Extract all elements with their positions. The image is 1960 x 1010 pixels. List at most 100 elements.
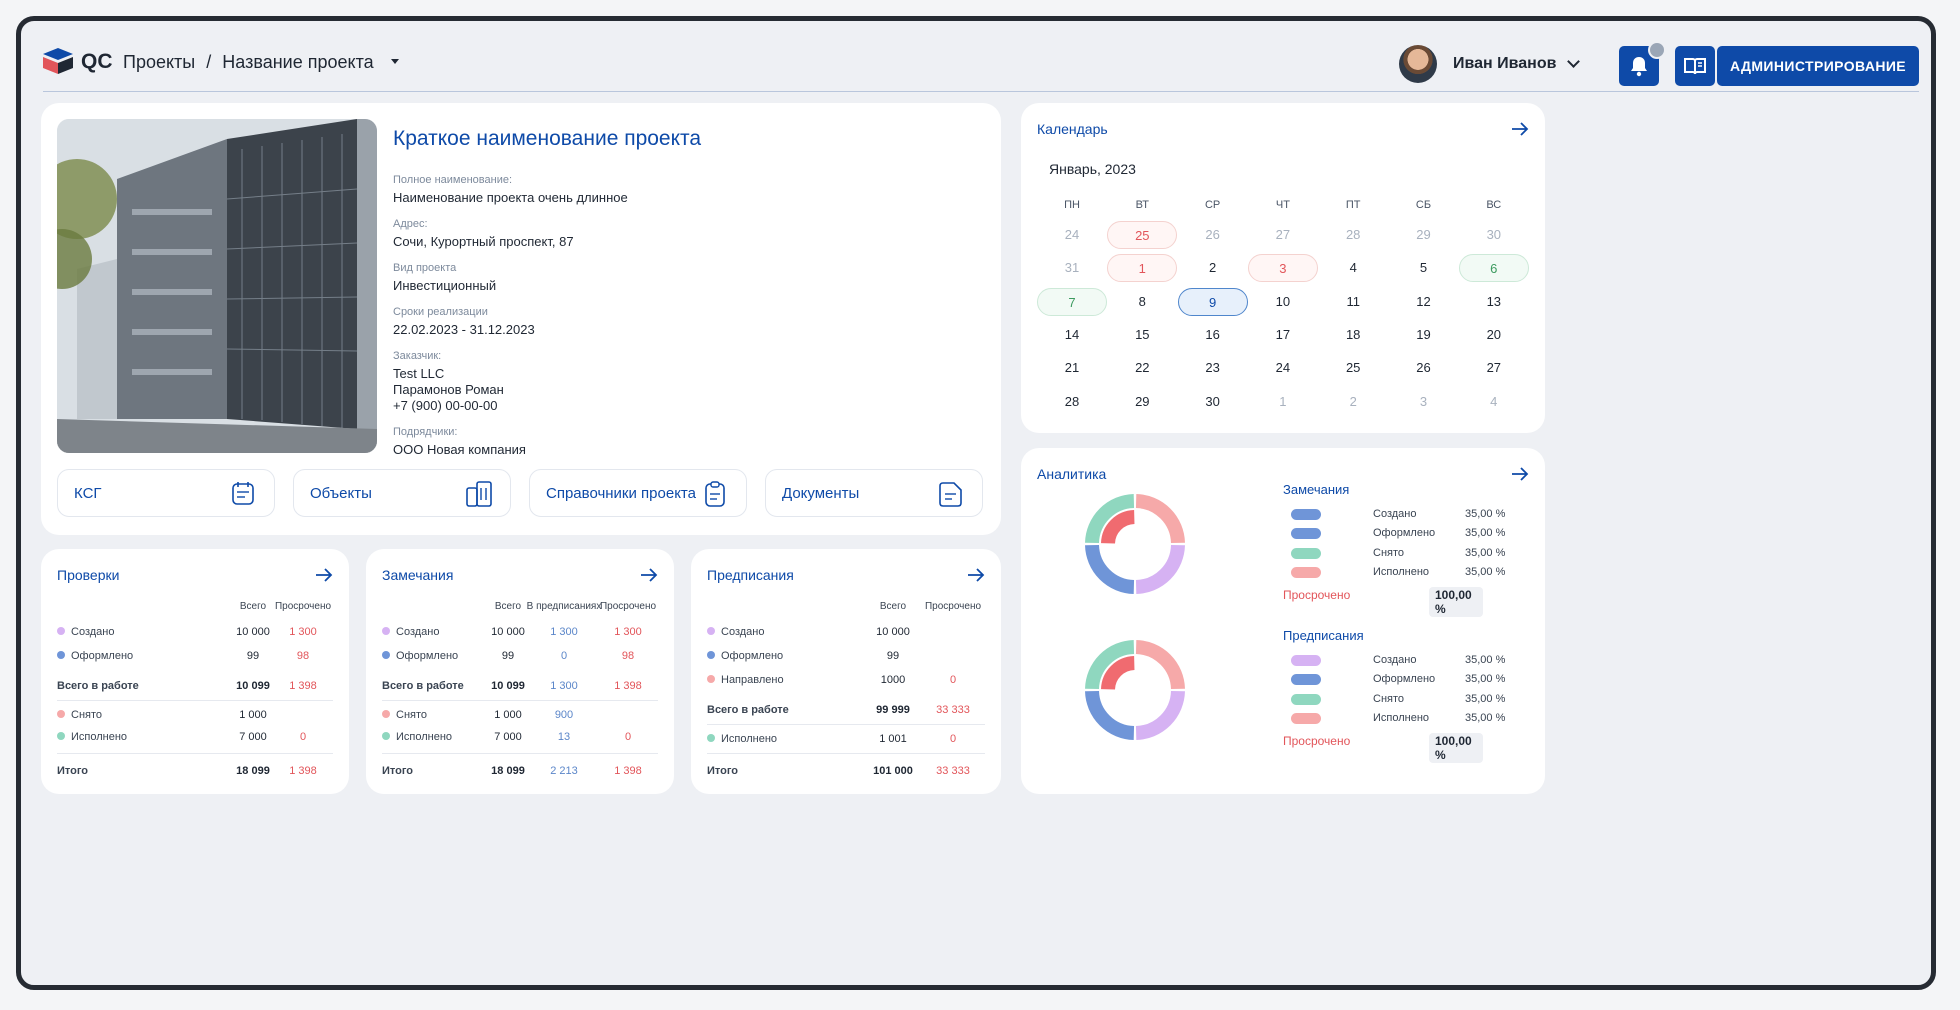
- column-header: Просрочено: [274, 601, 332, 612]
- arrow-right-icon[interactable]: [1511, 121, 1529, 137]
- legend-name: Оформлено: [1373, 673, 1436, 686]
- checks-title[interactable]: Проверки: [57, 567, 120, 583]
- calendar-title[interactable]: Календарь: [1037, 121, 1108, 137]
- calendar-day[interactable]: 20: [1486, 326, 1502, 342]
- tile-ksg[interactable]: КСГ: [57, 469, 275, 517]
- calendar-day[interactable]: 17: [1275, 326, 1291, 342]
- status-dot: [382, 627, 390, 635]
- row-label: Итого: [57, 765, 89, 777]
- chevron-down-icon: [1567, 55, 1580, 68]
- book-icon: [1684, 58, 1706, 75]
- calendar-day[interactable]: 24: [1064, 227, 1080, 242]
- calendar-day[interactable]: 10: [1275, 293, 1291, 309]
- row-label: Всего в работе: [57, 680, 139, 692]
- analytics-legend: Предписания Создано 35,00 % Оформлено 35,00 …: [1283, 628, 1505, 763]
- calendar-day[interactable]: 2: [1208, 260, 1217, 276]
- calendar-day[interactable]: 16: [1205, 326, 1220, 342]
- field-value-customer-phone: +7 (900) 00-00-00: [393, 398, 498, 413]
- field-label-type: Вид проекта: [393, 262, 457, 274]
- status-dot: [57, 651, 65, 659]
- legend-row: Создано 35,00 %: [1291, 508, 1505, 522]
- calendar-day[interactable]: 25: [1345, 360, 1361, 376]
- calendar-day[interactable]: 27: [1486, 360, 1502, 376]
- calendar-day[interactable]: 5: [1419, 260, 1428, 276]
- donut-segment: [1135, 544, 1185, 594]
- calendar-day[interactable]: 3: [1419, 393, 1428, 409]
- calendar-day[interactable]: 29: [1135, 393, 1150, 409]
- row-value: 7 000: [494, 731, 522, 743]
- calendar-day[interactable]: 13: [1486, 293, 1502, 309]
- calendar-day[interactable]: 24: [1275, 360, 1291, 376]
- calendar-day[interactable]: 12: [1416, 293, 1431, 309]
- overdue-value: 100,00 %: [1429, 587, 1483, 617]
- calendar-day[interactable]: 27: [1275, 227, 1291, 242]
- calendar-day[interactable]: 4: [1349, 260, 1357, 276]
- row-value: 0: [299, 731, 307, 743]
- status-dot: [707, 675, 715, 683]
- project-dropdown-icon[interactable]: [390, 58, 399, 64]
- calendar-day[interactable]: 11: [1346, 293, 1360, 309]
- row-value: 33 333: [936, 704, 970, 716]
- user-menu[interactable]: Иван Иванов: [1399, 45, 1589, 85]
- orders-title[interactable]: Предписания: [707, 567, 794, 583]
- analytics-title[interactable]: Аналитика: [1037, 466, 1107, 482]
- breadcrumb-project-name[interactable]: Название проекта: [222, 52, 374, 72]
- calendar-day[interactable]: 28: [1064, 393, 1080, 409]
- row-value: 101 000: [873, 765, 913, 777]
- calendar-day[interactable]: 1: [1107, 254, 1178, 283]
- tile-documents[interactable]: Документы: [765, 469, 983, 517]
- calendar-day[interactable]: 18: [1345, 326, 1361, 342]
- tile-references[interactable]: Справочники проекта: [529, 469, 747, 517]
- calendar-day[interactable]: 26: [1416, 360, 1431, 376]
- calendar-day[interactable]: 19: [1416, 326, 1431, 342]
- legend-row: Создано 35,00 %: [1291, 654, 1505, 668]
- calendar-day[interactable]: 3: [1247, 254, 1318, 283]
- row-value: 33 333: [936, 765, 970, 777]
- calendar-day[interactable]: 21: [1064, 360, 1080, 376]
- status-dot: [707, 651, 715, 659]
- tile-objects[interactable]: Объекты: [293, 469, 511, 517]
- calendar-day[interactable]: 7: [1037, 287, 1107, 316]
- notifications-button[interactable]: [1619, 41, 1666, 86]
- help-book-button[interactable]: [1675, 46, 1715, 86]
- calendar-day[interactable]: 25: [1107, 221, 1178, 249]
- overdue-label: Просрочено: [1283, 734, 1351, 748]
- arrow-right-icon[interactable]: [315, 567, 333, 583]
- row-value: 0: [560, 650, 568, 662]
- calendar-day[interactable]: 31: [1064, 260, 1080, 276]
- calendar-day[interactable]: 1: [1279, 393, 1287, 409]
- calendar-day[interactable]: 15: [1135, 326, 1150, 342]
- calendar-day[interactable]: 14: [1064, 326, 1080, 342]
- calendar-day[interactable]: 26: [1205, 227, 1220, 242]
- column-header: Просрочено: [924, 601, 982, 612]
- notification-badge: [1648, 41, 1666, 59]
- remarks-title[interactable]: Замечания: [382, 567, 454, 583]
- calendar-day[interactable]: 4: [1490, 393, 1498, 409]
- calendar-day[interactable]: 30: [1205, 393, 1220, 409]
- legend-percent: 35,00 %: [1465, 673, 1506, 686]
- tile-ksg-label: КСГ: [74, 485, 102, 502]
- donut-segment: [1135, 640, 1185, 690]
- arrow-right-icon[interactable]: [1511, 466, 1529, 482]
- field-value-address: Сочи, Курортный проспект, 87: [393, 234, 574, 249]
- status-dot: [57, 710, 65, 718]
- calendar-day[interactable]: 9: [1177, 287, 1248, 316]
- breadcrumb-projects[interactable]: Проекты: [123, 52, 196, 72]
- calendar-day[interactable]: 2: [1349, 393, 1357, 409]
- donut-segment: [1085, 640, 1135, 690]
- legend-title: Предписания: [1283, 628, 1364, 643]
- calendar-day[interactable]: 23: [1205, 360, 1220, 376]
- calendar-day[interactable]: 22: [1135, 360, 1150, 376]
- arrow-right-icon[interactable]: [640, 567, 658, 583]
- calendar-day[interactable]: 8: [1138, 293, 1146, 309]
- calendar-day[interactable]: 29: [1416, 227, 1431, 242]
- calendar-day[interactable]: 28: [1345, 227, 1361, 242]
- calendar-day[interactable]: 30: [1486, 227, 1502, 242]
- calendar-weekday: ВС: [1486, 199, 1502, 211]
- field-value-customer: Test LLC: [393, 366, 445, 381]
- analytics-legend: Замечания Создано 35,00 % Оформлено 35,00 % С…: [1283, 482, 1505, 617]
- arrow-right-icon[interactable]: [967, 567, 985, 583]
- row-label: Направлено: [707, 674, 784, 686]
- calendar-day[interactable]: 6: [1458, 254, 1529, 283]
- admin-button[interactable]: АДМИНИСТРИРОВАНИЕ: [1717, 46, 1919, 86]
